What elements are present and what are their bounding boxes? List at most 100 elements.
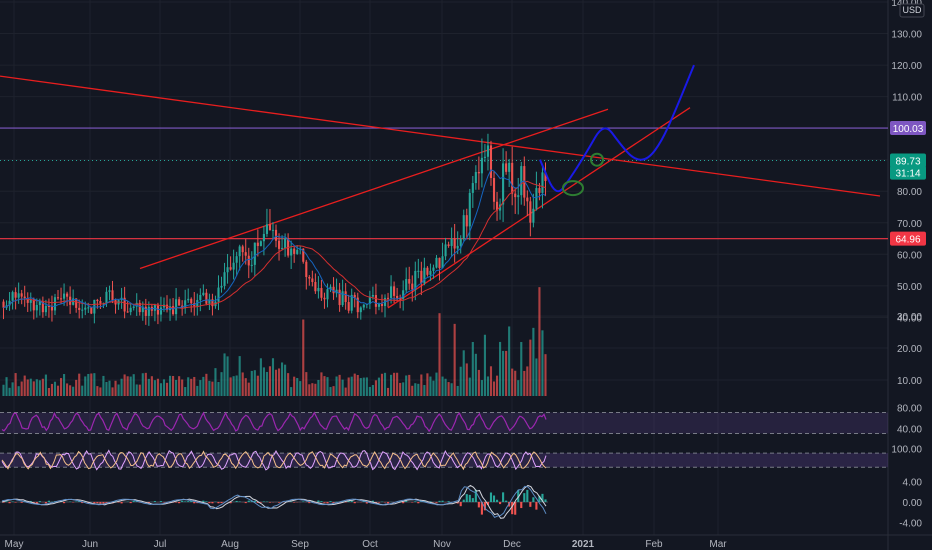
volume-bar: [256, 375, 259, 396]
macd-histogram-bar: [178, 502, 181, 504]
volume-bar: [47, 387, 50, 396]
stoch-rsi-pane: [0, 449, 888, 471]
price-tag-label: 64.96: [895, 235, 920, 246]
candle-body: [426, 267, 429, 275]
candle-body: [290, 248, 293, 256]
trendline: [0, 75, 881, 197]
volume-bar: [368, 386, 371, 396]
candle-body: [338, 289, 341, 306]
candle-body: [532, 208, 535, 223]
macd-histogram-bar: [256, 502, 259, 503]
volume-bar: [187, 377, 190, 396]
candle-body: [465, 215, 468, 227]
macd-histogram-bar: [520, 502, 523, 509]
macd-histogram-bar: [505, 500, 508, 502]
volume-bar: [226, 356, 229, 396]
candle-body: [408, 279, 411, 284]
candle-body: [26, 297, 29, 303]
candle-body: [474, 172, 477, 184]
rsi-tick-label: 40.00: [897, 424, 922, 435]
candle-body: [323, 297, 326, 300]
volume-bar: [235, 375, 238, 396]
candle-body: [129, 307, 132, 313]
candle-body: [226, 267, 229, 273]
candle-body: [386, 297, 390, 299]
candle-body: [314, 281, 317, 292]
candle-body: [492, 178, 496, 202]
candle-body: [486, 145, 490, 157]
price-tick-label: 40.00: [897, 313, 922, 324]
macd-histogram-bar: [347, 500, 350, 502]
macd-tick-label: 0.00: [903, 498, 923, 509]
volume-bar: [287, 373, 290, 396]
candle-body: [105, 291, 108, 304]
candle-body: [56, 297, 60, 299]
volume-bar: [108, 380, 111, 396]
candle-body: [165, 304, 169, 311]
macd-histogram-bar: [205, 501, 208, 502]
volume-bar: [277, 368, 281, 396]
candle-body: [284, 238, 287, 248]
volume-bar: [144, 372, 147, 396]
macd-histogram-bar: [329, 501, 332, 502]
volume-bar: [5, 377, 8, 396]
volume-bar: [529, 339, 532, 396]
macd-histogram-bar: [262, 501, 265, 502]
volume-bar: [411, 385, 414, 396]
volume-bar: [8, 387, 11, 396]
price-scale: 140.00130.00120.00110.00100.0090.0080.00…: [890, 0, 926, 529]
volume-bar: [129, 376, 132, 396]
candle-body: [205, 292, 208, 304]
macd-histogram-bar: [320, 501, 323, 502]
macd-histogram-bar: [517, 489, 520, 502]
macd-histogram-bar: [468, 494, 471, 502]
volume-bar: [56, 385, 60, 396]
candle-body: [489, 145, 493, 179]
volume-bar: [492, 381, 496, 396]
volume-bar: [380, 373, 384, 396]
macd-histogram-bar: [323, 502, 326, 503]
candle-body: [50, 306, 54, 311]
macd-histogram-bar: [459, 502, 462, 507]
time-tick-label: Aug: [221, 539, 239, 550]
candle-body: [444, 244, 447, 257]
volume-bar: [14, 373, 17, 396]
volume-bar: [208, 380, 211, 396]
macd-histogram-bar: [102, 502, 105, 504]
volume-bar: [190, 378, 193, 396]
macd-histogram-bar: [202, 500, 205, 502]
candle-body: [450, 238, 453, 246]
candle-body: [159, 307, 163, 315]
volume-bar: [495, 375, 499, 396]
currency-badge: [899, 3, 925, 18]
macd-histogram-bar: [63, 502, 66, 504]
candle-body: [517, 195, 520, 198]
volume-bar: [162, 379, 166, 396]
macd-histogram-bar: [114, 501, 117, 502]
volume-bar: [526, 366, 529, 396]
macd-histogram-bar: [353, 502, 356, 504]
volume-bar: [111, 387, 114, 396]
macd-histogram-bar: [414, 501, 417, 502]
volume-bar: [105, 381, 108, 396]
macd-histogram-bar: [184, 501, 187, 502]
volume-bar: [271, 358, 275, 396]
macd-histogram-bar: [117, 502, 120, 503]
price-projection: [539, 64, 695, 197]
candle-body: [405, 279, 408, 291]
candle-body: [250, 264, 253, 266]
candle-body: [453, 238, 456, 249]
volume-bar: [132, 374, 135, 396]
volume-bar: [232, 376, 235, 396]
macd-histogram-bar: [492, 495, 496, 502]
macd-histogram-bar: [99, 502, 102, 504]
time-tick-label: Feb: [645, 539, 663, 550]
candle-body: [81, 309, 84, 311]
price-tick-label: 130.00: [891, 30, 922, 41]
currency-label[interactable]: USD: [902, 5, 922, 15]
time-tick-label: Sep: [291, 539, 309, 550]
candle-body: [456, 245, 459, 249]
stoch-d-line: [1, 450, 547, 471]
candle-body: [414, 270, 417, 290]
